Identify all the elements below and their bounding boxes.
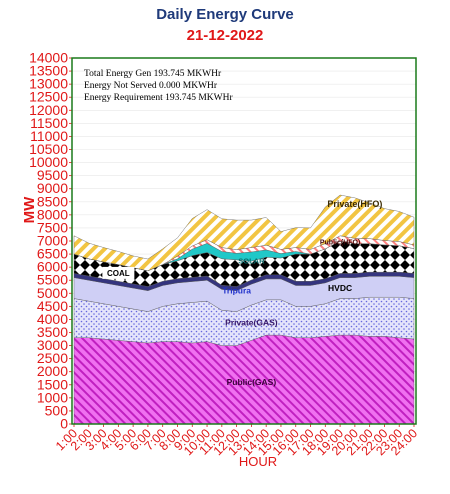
y-tick-label: 10000 (29, 154, 68, 170)
y-tick-label: 11500 (30, 115, 68, 131)
x-axis: 1:002:003:004:005:006:007:008:009:0010:0… (53, 424, 420, 458)
y-tick-label: 5000 (37, 285, 68, 301)
area-private-hfo (73, 194, 415, 272)
series-label: Private(GAS) (225, 318, 278, 328)
y-tick-label: 8000 (37, 206, 68, 222)
y-tick-label: 12500 (29, 89, 68, 105)
y-tick-label: 3500 (37, 324, 68, 340)
series-label: SOLAR (238, 257, 265, 266)
label-bg (102, 266, 135, 279)
y-tick-label: 12000 (29, 102, 68, 118)
y-tick-label: 7500 (37, 219, 68, 235)
y-tick-label: 9500 (37, 167, 68, 183)
series-label: Public(HFO) (320, 239, 360, 246)
y-tick-label: 13000 (29, 76, 68, 92)
y-tick-label: 0 (60, 416, 68, 432)
y-axis-label: MW (21, 196, 38, 223)
series-label: Private(HFO) (327, 199, 382, 209)
chart-subtitle: 21-12-2022 (186, 27, 264, 44)
y-tick-label: 4000 (37, 311, 68, 327)
y-tick-label: 10500 (29, 141, 68, 157)
y-tick-label: 13500 (29, 63, 68, 79)
series-labels: Public(GAS) Private(GAS) HVDC Tripura COAL SO… (102, 199, 382, 387)
total-energy-gen: Total Energy Gen 193.745 MKWHr (84, 69, 222, 79)
y-tick-label: 4500 (37, 298, 68, 314)
y-tick-label: 500 (45, 402, 69, 418)
y-tick-label: 1000 (37, 389, 68, 405)
y-tick-label: 7000 (37, 233, 68, 249)
series-label: HVDC (328, 283, 352, 293)
y-tick-label: 11000 (30, 128, 68, 144)
y-tick-label: 6000 (37, 259, 68, 275)
series-label: COAL (107, 269, 130, 278)
y-tick-label: 2000 (37, 363, 68, 379)
y-tick-label: 5500 (37, 272, 68, 288)
y-tick-label: 1500 (37, 376, 68, 392)
energy-summary: Total Energy Gen 193.745 MKWHr Energy No… (84, 68, 233, 104)
energy-not-served: Energy Not Served 0.000 MKWHr (84, 81, 218, 91)
y-tick-label: 2500 (37, 350, 68, 366)
series-label: Tripura (222, 286, 251, 296)
y-tick-label: 14000 (29, 50, 68, 66)
chart-title: Daily Energy Curve (156, 6, 294, 23)
y-tick-label: 8500 (37, 193, 68, 209)
y-tick-label: 3000 (37, 337, 68, 353)
y-axis: 0500100015002000250030003500400045005000… (29, 50, 72, 432)
series-label: Public(GAS) (227, 377, 277, 387)
y-tick-label: 6500 (37, 246, 68, 262)
energy-requirement: Energy Requirement 193.745 MKWHr (84, 93, 233, 103)
x-axis-label: HOUR (239, 454, 277, 469)
series-areas (73, 194, 415, 425)
plot-frame (71, 57, 417, 425)
y-tick-label: 9000 (37, 180, 68, 196)
